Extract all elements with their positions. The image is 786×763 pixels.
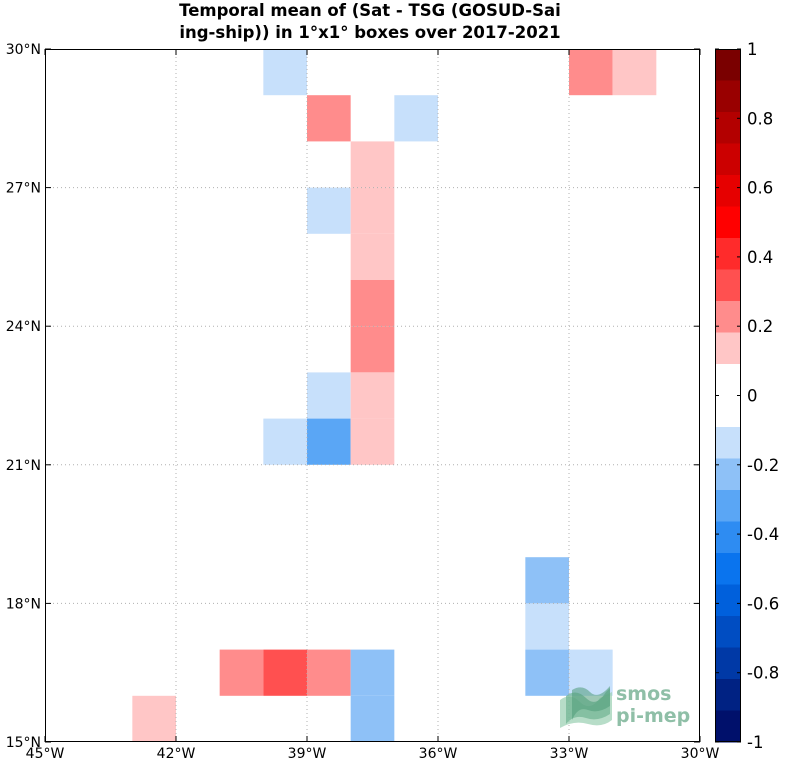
colorbar-segment xyxy=(715,49,741,81)
x-tick-label: 33°W xyxy=(550,746,589,762)
chart-title: Temporal mean of (Sat - TSG (GOSUD-Sai i… xyxy=(100,0,640,44)
colorbar-segment xyxy=(715,427,741,459)
heatmap-cell xyxy=(263,418,307,465)
chart-title-line-2: ing-ship)) in 1°x1° boxes over 2017-2021 xyxy=(179,23,561,42)
colorbar-segment xyxy=(715,458,741,491)
colorbar-segment xyxy=(715,553,741,585)
colorbar-tick-label: -0.6 xyxy=(747,594,779,613)
colorbar-tick-label: -0.2 xyxy=(747,456,779,475)
heatmap-cell xyxy=(350,372,395,419)
plot-frame xyxy=(45,49,700,742)
colorbar-segment xyxy=(715,143,741,176)
heatmap-cell xyxy=(394,95,438,142)
heatmap-cells xyxy=(132,49,657,742)
x-tick-label: 30°W xyxy=(681,746,720,762)
colorbar-segment xyxy=(715,521,741,554)
colorbar-segment xyxy=(715,301,741,333)
chart-title-line-1: Temporal mean of (Sat - TSG (GOSUD-Sai xyxy=(179,1,561,20)
colorbar-segment xyxy=(715,584,741,617)
x-tick-label: 42°W xyxy=(157,746,196,762)
y-tick-label: 30°N xyxy=(6,42,41,58)
colorbar-tick-label: -0.8 xyxy=(747,664,779,683)
heatmap-cell xyxy=(263,49,307,96)
y-tick-label: 18°N xyxy=(6,596,41,612)
colorbar-segment xyxy=(715,710,741,743)
heatmap-cell xyxy=(219,649,264,696)
x-tick-label: 45°W xyxy=(26,746,65,762)
heatmap-cell xyxy=(307,372,351,419)
heatmap-cell xyxy=(350,418,395,465)
y-tick-label: 15°N xyxy=(6,735,41,751)
colorbar-segment xyxy=(715,112,741,144)
colorbar-segment xyxy=(715,175,741,207)
smos-pi-mep-logo: smos pi-mep xyxy=(558,680,698,732)
colorbar-tick-label: 1 xyxy=(747,40,758,59)
colorbar-tick-label: 0.8 xyxy=(747,109,773,128)
heatmap-cell xyxy=(525,603,569,650)
colorbar-tick-label: 0.6 xyxy=(747,179,773,198)
colorbar-segment xyxy=(715,616,741,648)
colorbar-segment xyxy=(715,206,741,239)
y-tick-label: 21°N xyxy=(6,458,41,474)
colorbar-segment xyxy=(715,490,741,522)
heatmap-cell xyxy=(350,233,395,280)
heatmap-cell xyxy=(350,649,395,696)
logo-text-pi-mep: pi-mep xyxy=(616,705,691,727)
colorbar-segment xyxy=(715,238,741,270)
y-tick-label: 27°N xyxy=(6,181,41,197)
colorbar-tick-label: 0 xyxy=(747,387,758,406)
colorbar-tick-label: -1 xyxy=(747,733,763,752)
heatmap-cell xyxy=(263,649,307,696)
x-tick-label: 39°W xyxy=(288,746,327,762)
colorbar-tick-label: 0.2 xyxy=(747,317,773,336)
logo-text-smos: smos xyxy=(616,683,672,705)
heatmap-cell xyxy=(307,649,351,696)
heatmap-cell xyxy=(307,95,351,142)
y-axis-ticks: 15°N 18°N 21°N 24°N 27°N 30°N xyxy=(6,42,700,751)
colorbar-tick-label: 0.4 xyxy=(747,248,773,267)
colorbar-segment xyxy=(715,679,741,711)
colorbar-segment xyxy=(715,332,741,365)
colorbar: 1 0.8 0.6 0.4 0.2 0 -0.2 -0.4 -0.6 -0.8 -1 xyxy=(715,40,779,752)
colorbar-segment xyxy=(715,647,741,680)
heatmap-cell xyxy=(350,326,395,373)
logo-waves-icon xyxy=(560,686,612,728)
heatmap-cell xyxy=(350,695,395,742)
heatmap-cell xyxy=(350,187,395,234)
heatmap-cell xyxy=(307,418,351,465)
colorbar-tick-label: -0.4 xyxy=(747,525,779,544)
x-tick-label: 36°W xyxy=(419,746,458,762)
colorbar-segment xyxy=(715,395,741,428)
colorbar-segment xyxy=(715,364,741,396)
heatmap-cell xyxy=(569,49,613,96)
y-tick-label: 24°N xyxy=(6,319,41,335)
x-axis-ticks: 45°W 42°W 39°W 36°W 33°W 30°W xyxy=(26,49,720,762)
heatmap-cell xyxy=(525,649,569,696)
colorbar-segment xyxy=(715,80,741,113)
heatmap-cell xyxy=(525,557,569,604)
heatmap-cell xyxy=(350,280,395,327)
heatmap-cell xyxy=(307,187,351,234)
heatmap-cell xyxy=(612,49,657,96)
heatmap-cell xyxy=(350,141,395,188)
heatmap-cell xyxy=(132,695,176,742)
colorbar-segment xyxy=(715,269,741,302)
